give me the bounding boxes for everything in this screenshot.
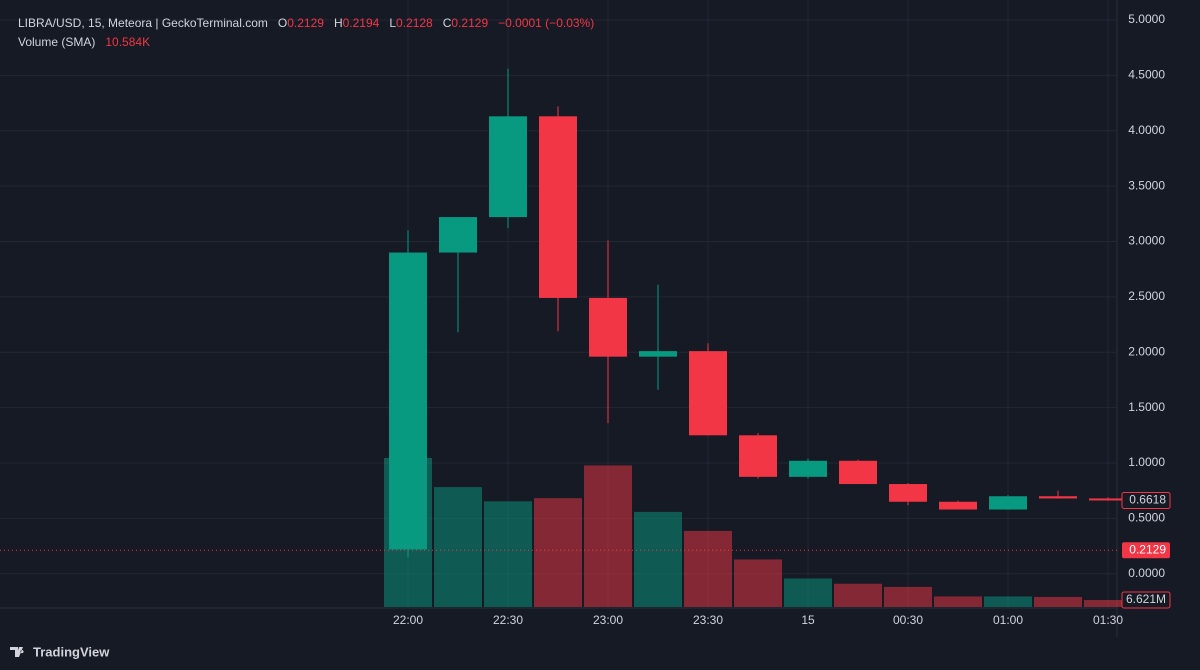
candle-body xyxy=(689,351,727,436)
symbol-title: LIBRA/USD, 15, Meteora | GeckoTerminal.c… xyxy=(18,16,268,30)
candle-body xyxy=(539,116,577,298)
candle-body xyxy=(1089,498,1127,501)
candle-body xyxy=(589,297,627,357)
candle-body xyxy=(439,217,477,253)
y-tick-label: 2.0000 xyxy=(1128,344,1165,358)
c-label: C xyxy=(442,16,452,30)
x-tick-label: 23:00 xyxy=(593,613,623,627)
volume-bar xyxy=(834,583,882,607)
c-value: 0.2129 xyxy=(451,16,489,30)
y-tick-label: 1.5000 xyxy=(1128,400,1165,414)
last-price-box xyxy=(1122,542,1170,559)
candle-body xyxy=(939,501,977,510)
volume-bar xyxy=(1084,600,1132,607)
candle-body xyxy=(639,351,677,357)
footer-text: TradingView xyxy=(33,644,110,659)
volume-box xyxy=(1121,591,1171,609)
y-tick-label: 4.5000 xyxy=(1128,67,1165,81)
logo-icon xyxy=(10,647,24,657)
x-tick-label: 15 xyxy=(801,613,815,627)
volume-bar xyxy=(1034,596,1082,607)
volume-bar xyxy=(534,498,582,607)
last-price-label: 0.2129 xyxy=(1129,542,1166,556)
y-tick-label: 0.0000 xyxy=(1128,566,1165,580)
l-value: 0.2128 xyxy=(396,16,433,30)
y-tick-label: 3.5000 xyxy=(1128,178,1165,192)
volume-bar xyxy=(884,586,932,607)
candle-body xyxy=(389,252,427,550)
h-label: H xyxy=(333,16,343,30)
volume-bar xyxy=(634,511,682,607)
x-tick-label: 22:30 xyxy=(493,613,523,627)
tradingview-logo: TradingView xyxy=(10,644,110,659)
l-label: L xyxy=(389,16,397,30)
y-tick-label: 2.5000 xyxy=(1128,289,1165,303)
y-tick-label: 4.0000 xyxy=(1128,123,1165,137)
close-label: 0.6618 xyxy=(1129,493,1166,507)
x-tick-label: 22:00 xyxy=(393,613,423,627)
candle-body xyxy=(489,116,527,218)
volume-bar xyxy=(984,596,1032,607)
label-layer: 0.0000 0.5000 1.0000 1.5000 2.0000 2.5000 3.00… xyxy=(0,12,1171,627)
volume-bar xyxy=(784,578,832,607)
y-tick-label: 1.0000 xyxy=(1128,455,1165,469)
volume-bar xyxy=(734,559,782,607)
candle-body xyxy=(789,460,827,477)
y-tick-label: 0.5000 xyxy=(1128,511,1165,525)
h-value: 0.2194 xyxy=(342,16,380,30)
candle-body xyxy=(889,484,927,502)
volume-bar xyxy=(584,465,632,607)
candle-body xyxy=(989,496,1027,510)
y-tick-label: 3.0000 xyxy=(1128,234,1165,248)
ohlc-header: LIBRA/USD, 15, Meteora | GeckoTerminal.c… xyxy=(18,16,594,30)
volume-header: Volume (SMA) 10.584K xyxy=(18,35,150,49)
candle-body xyxy=(739,435,777,477)
x-tick-label: 01:00 xyxy=(993,613,1023,627)
volume-label: 6.621M xyxy=(1126,592,1166,606)
x-tick-label: 00:30 xyxy=(893,613,923,627)
x-tick-label: 01:30 xyxy=(1093,613,1123,627)
close-box xyxy=(1121,491,1171,509)
volume-bar xyxy=(934,596,982,607)
volume-bar xyxy=(684,530,732,607)
candle-body xyxy=(1039,496,1077,499)
change-value: −0.0001 (−0.03%) xyxy=(498,16,595,30)
volume-name: Volume (SMA) xyxy=(18,35,96,49)
candle-layer xyxy=(389,68,1127,558)
o-label: O xyxy=(277,16,288,30)
volume-bar xyxy=(484,501,532,607)
volume-bar xyxy=(434,487,482,607)
candle-body xyxy=(839,460,877,485)
o-value: 0.2129 xyxy=(287,16,324,30)
x-tick-label: 23:30 xyxy=(693,613,723,627)
volume-sma: 10.584K xyxy=(105,35,151,49)
y-tick-label: 5.0000 xyxy=(1128,12,1165,26)
